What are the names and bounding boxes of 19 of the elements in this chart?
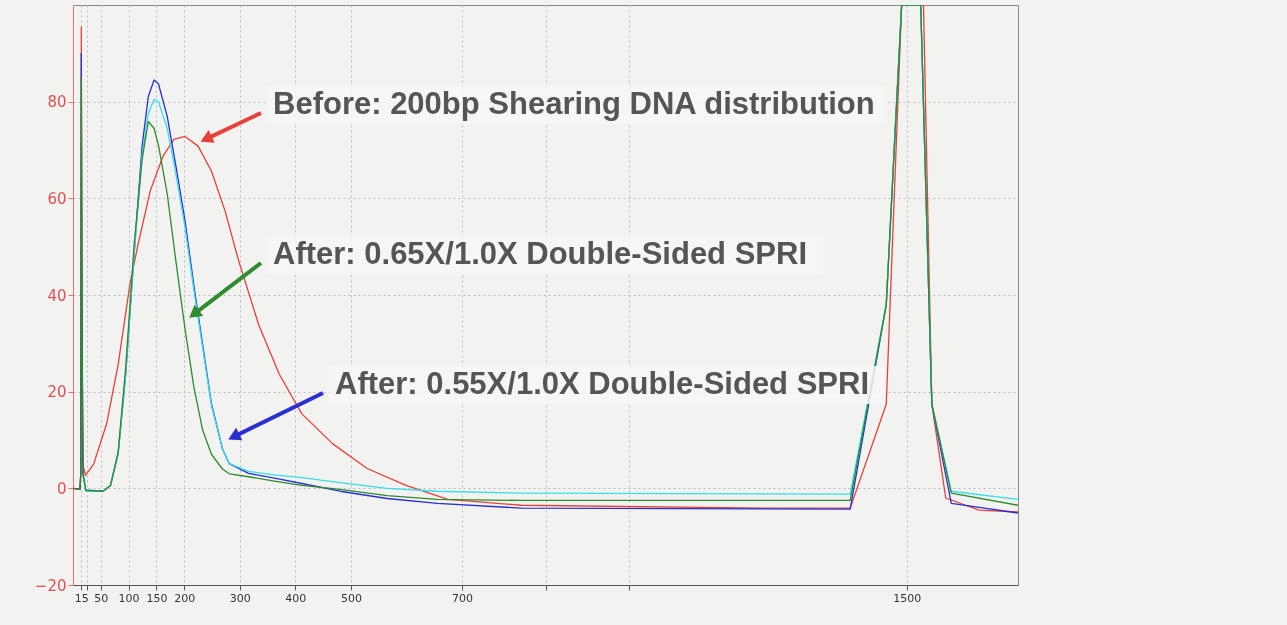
annotation: After: 0.65X/1.0X Double-Sided SPRI — [273, 236, 808, 271]
x-tick-label: 700 — [452, 591, 474, 605]
y-tick-label: 60 — [47, 189, 67, 208]
y-tick-label: −20 — [34, 576, 67, 595]
annotation: Before: 200bp Shearing DNA distribution — [273, 86, 875, 121]
x-tick-label: 400 — [285, 591, 307, 605]
x-tick-label: 100 — [118, 591, 140, 605]
x-tick-label: 15 — [74, 591, 89, 605]
x-tick-label: 1500 — [893, 591, 922, 605]
y-tick-label: 20 — [47, 383, 67, 402]
annotation: After: 0.55X/1.0X Double-Sided SPRI — [335, 366, 870, 401]
y-tick-label: 40 — [47, 286, 67, 305]
x-tick-label: 300 — [229, 591, 251, 605]
x-tick-label: 200 — [174, 591, 196, 605]
y-tick-label: 80 — [47, 93, 67, 112]
y-tick-label: 0 — [56, 479, 67, 498]
x-tick-label: 500 — [340, 591, 362, 605]
x-tick-label: 150 — [146, 591, 168, 605]
x-tick-label: 50 — [94, 591, 109, 605]
